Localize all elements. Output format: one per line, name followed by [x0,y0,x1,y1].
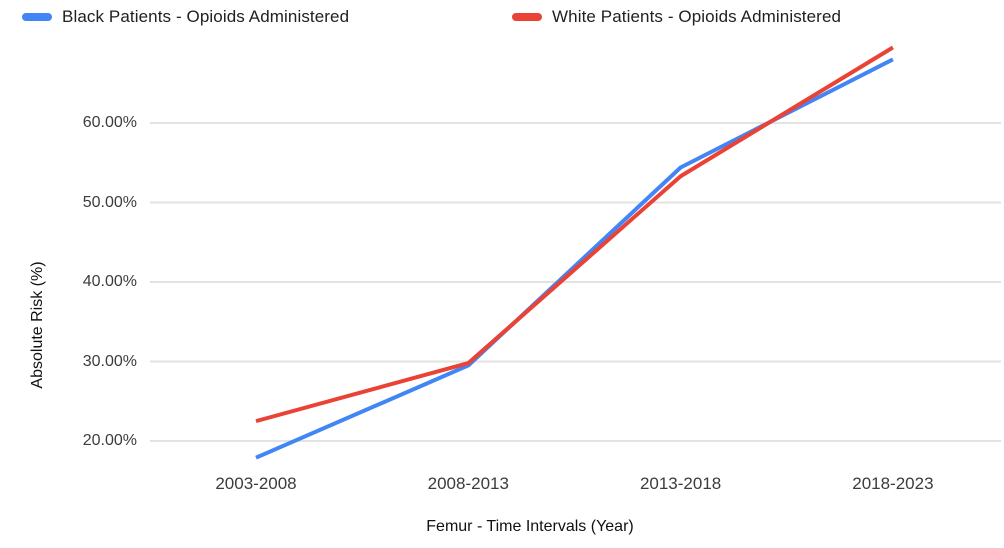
y-tick-label-20: 20.00% [82,432,137,449]
series-line-white-patients [255,45,894,424]
legend-label-white-patients: White Patients - Opioids Administered [552,7,842,26]
y-tick-label-40: 40.00% [82,273,137,290]
y-tick-label-30: 30.00% [82,352,137,370]
x-tick-label-2013-2018: 2013-2018 [639,474,722,493]
legend-label-black-patients: Black Patients - Opioids Administered [62,7,350,26]
legend-item-black-patients: Black Patients - Opioids Administered [22,4,349,30]
x-tick-label-2008-2013: 2008-2013 [427,474,509,493]
x-tick-label-2018-2023: 2018-2023 [852,474,934,493]
legend-swatch-red [512,13,542,21]
y-tick-label-60: 60.00% [82,114,137,131]
legend: Black Patients - Opioids Administered Wh… [0,0,1004,30]
x-axis-title: Femur - Time Intervals (Year) [426,518,634,535]
series-line-black-patients [255,57,894,460]
y-tick-label-50: 50.00% [82,193,137,211]
legend-item-white-patients: White Patients - Opioids Administered [512,4,841,30]
x-tick-label-2003-2008: 2003-2008 [215,474,297,493]
legend-swatch-blue [22,13,52,21]
